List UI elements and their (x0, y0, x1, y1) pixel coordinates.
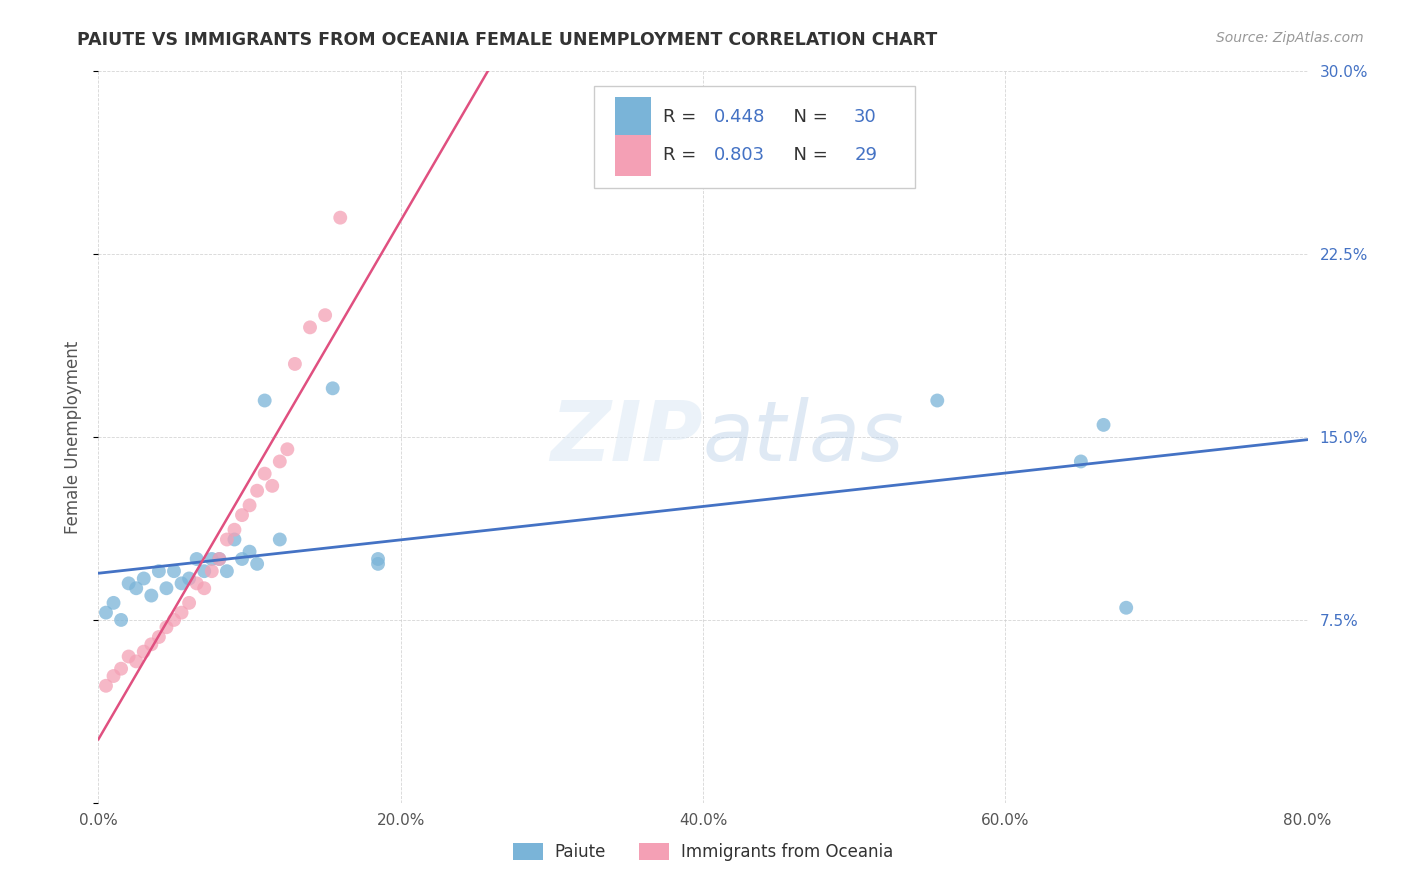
Point (155, 581, 177, 595)
Text: R =: R = (664, 146, 702, 164)
Point (231, 552, 253, 566)
FancyBboxPatch shape (595, 86, 915, 188)
Text: 0.448: 0.448 (714, 109, 765, 127)
FancyBboxPatch shape (614, 136, 651, 176)
Point (186, 552, 208, 566)
Point (284, 357, 307, 371)
Point (148, 564, 170, 578)
Legend: Paiute, Immigrants from Oceania: Paiute, Immigrants from Oceania (506, 836, 900, 868)
Point (110, 662, 132, 676)
Text: 29: 29 (855, 146, 877, 164)
Point (103, 596, 125, 610)
Point (224, 533, 246, 547)
Point (224, 523, 246, 537)
Point (253, 467, 276, 481)
Point (193, 564, 215, 578)
Point (110, 613, 132, 627)
Point (201, 552, 224, 566)
Point (125, 654, 148, 668)
Point (170, 576, 193, 591)
Point (208, 552, 231, 566)
Point (253, 393, 276, 408)
Point (118, 576, 141, 591)
Point (94, 606, 117, 620)
Point (186, 576, 208, 591)
Point (179, 572, 201, 586)
Point (1115, 600, 1137, 615)
Text: PAIUTE VS IMMIGRANTS FROM OCEANIA FEMALE UNEMPLOYMENT CORRELATION CHART: PAIUTE VS IMMIGRANTS FROM OCEANIA FEMALE… (77, 31, 938, 49)
Point (155, 620, 177, 634)
Point (239, 499, 262, 513)
Point (215, 564, 238, 578)
Point (163, 613, 186, 627)
Text: N =: N = (782, 146, 834, 164)
Point (215, 533, 238, 547)
Point (231, 508, 253, 522)
Point (201, 564, 224, 578)
FancyBboxPatch shape (614, 97, 651, 137)
Point (269, 533, 291, 547)
Point (125, 581, 148, 595)
Text: Source: ZipAtlas.com: Source: ZipAtlas.com (1216, 31, 1364, 45)
Point (94, 679, 117, 693)
Text: ZIP: ZIP (550, 397, 703, 477)
Point (246, 483, 269, 498)
Point (193, 581, 215, 595)
Point (103, 669, 125, 683)
Text: 30: 30 (855, 109, 877, 127)
Point (262, 479, 284, 493)
Point (314, 308, 336, 322)
Text: atlas: atlas (703, 397, 904, 477)
Point (299, 320, 322, 334)
Point (1070, 454, 1092, 468)
Point (208, 552, 231, 566)
Text: N =: N = (782, 109, 834, 127)
Point (141, 589, 163, 603)
Point (927, 393, 949, 408)
Point (141, 637, 163, 651)
Point (367, 557, 389, 571)
Point (367, 552, 389, 566)
Y-axis label: Female Unemployment: Female Unemployment (65, 341, 83, 533)
Text: R =: R = (664, 109, 702, 127)
Point (1092, 417, 1115, 432)
Point (170, 606, 193, 620)
Point (148, 630, 170, 644)
Point (132, 645, 155, 659)
Point (276, 442, 298, 457)
Point (118, 649, 141, 664)
Point (322, 381, 344, 395)
Point (132, 572, 155, 586)
Point (239, 544, 262, 558)
Point (179, 596, 201, 610)
Point (246, 557, 269, 571)
Point (269, 454, 291, 468)
Point (329, 211, 352, 225)
Point (163, 564, 186, 578)
Text: 0.803: 0.803 (714, 146, 765, 164)
